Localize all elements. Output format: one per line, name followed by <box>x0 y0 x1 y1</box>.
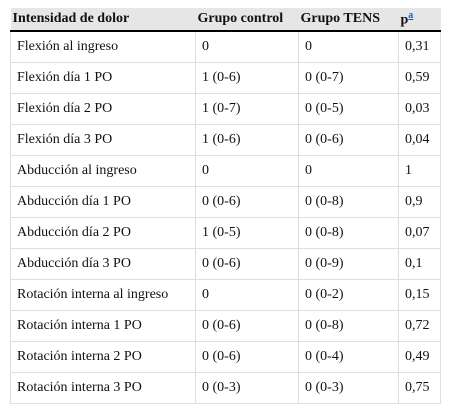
header-cell: pa <box>398 8 441 32</box>
table-row: Rotación interna al ingreso 0 0 (0-2) 0,15 <box>10 279 441 311</box>
table-cell: 0,9 <box>398 186 441 218</box>
table-cell: 0,75 <box>398 372 441 404</box>
table-cell: 0,72 <box>398 310 441 342</box>
table-cell: 0 <box>195 155 299 187</box>
data-table: Intensidad de dolor Grupo control Grupo … <box>10 8 441 404</box>
table-cell: 0 (0-8) <box>298 217 399 249</box>
table-cell: 0,49 <box>398 341 441 373</box>
table-cell: 0 <box>195 30 299 63</box>
table-cell: 0 (0-8) <box>298 310 399 342</box>
table-cell: 0 (0-5) <box>298 93 399 125</box>
row-label: Rotación interna 1 PO <box>10 310 196 342</box>
table-cell: 0 (0-6) <box>195 186 299 218</box>
header-cell: Grupo TENS <box>298 8 399 32</box>
row-label: Abducción día 3 PO <box>10 248 196 280</box>
row-label: Rotación interna 2 PO <box>10 341 196 373</box>
header-cell: Grupo control <box>195 8 299 32</box>
table-cell: 1 <box>398 155 441 187</box>
table-row: Rotación interna 1 PO 0 (0-6) 0 (0-8) 0,72 <box>10 310 441 342</box>
row-label: Flexión día 2 PO <box>10 93 196 125</box>
table-cell: 0,31 <box>398 30 441 63</box>
row-label: Flexión día 1 PO <box>10 62 196 94</box>
table-cell: 0,07 <box>398 217 441 249</box>
row-label: Abducción día 1 PO <box>10 186 196 218</box>
table-row: Flexión día 1 PO 1 (0-6) 0 (0-7) 0,59 <box>10 62 441 94</box>
table-cell: 1 (0-6) <box>195 62 299 94</box>
table-cell: 1 (0-7) <box>195 93 299 125</box>
table-row: Abducción día 2 PO 1 (0-5) 0 (0-8) 0,07 <box>10 217 441 249</box>
table-cell: 0 (0-2) <box>298 279 399 311</box>
table-cell: 0,59 <box>398 62 441 94</box>
table-cell: 0,15 <box>398 279 441 311</box>
table-cell: 0 (0-6) <box>298 124 399 156</box>
table-cell: 0,1 <box>398 248 441 280</box>
table-cell: 1 (0-6) <box>195 124 299 156</box>
table-row: Abducción día 3 PO 0 (0-6) 0 (0-9) 0,1 <box>10 248 441 280</box>
table-head: Intensidad de dolor Grupo control Grupo … <box>10 8 441 32</box>
table-row: Flexión día 3 PO 1 (0-6) 0 (0-6) 0,04 <box>10 124 441 156</box>
table-cell: 1 (0-5) <box>195 217 299 249</box>
table-cell: 0 <box>298 155 399 187</box>
table-cell: 0,04 <box>398 124 441 156</box>
table-cell: 0 (0-9) <box>298 248 399 280</box>
header-text: p <box>400 12 409 28</box>
table-row: Abducción día 1 PO 0 (0-6) 0 (0-8) 0,9 <box>10 186 441 218</box>
table-cell: 0 <box>195 279 299 311</box>
row-label: Rotación interna 3 PO <box>10 372 196 404</box>
table-cell: 0,03 <box>398 93 441 125</box>
table-cell: 0 (0-6) <box>195 310 299 342</box>
table-body: Flexión al ingreso 0 0 0,31 Flexión día 1 PO… <box>10 30 441 404</box>
table-cell: 0 (0-6) <box>195 341 299 373</box>
table-cell: 0 <box>298 30 399 63</box>
row-label: Rotación interna al ingreso <box>10 279 196 311</box>
table-cell: 0 (0-4) <box>298 341 399 373</box>
footnote-link[interactable]: a <box>408 9 414 21</box>
table-row: Flexión al ingreso 0 0 0,31 <box>10 30 441 63</box>
row-label: Abducción al ingreso <box>10 155 196 187</box>
table-row: Rotación interna 3 PO 0 (0-3) 0 (0-3) 0,75 <box>10 372 441 404</box>
table-row: Abducción al ingreso 0 0 1 <box>10 155 441 187</box>
table-cell: 0 (0-7) <box>298 62 399 94</box>
table-cell: 0 (0-3) <box>195 372 299 404</box>
row-label: Flexión día 3 PO <box>10 124 196 156</box>
row-label: Abducción día 2 PO <box>10 217 196 249</box>
table-cell: 0 (0-6) <box>195 248 299 280</box>
header-cell: Intensidad de dolor <box>10 8 196 32</box>
table-row: Rotación interna 2 PO 0 (0-6) 0 (0-4) 0,49 <box>10 341 441 373</box>
table-cell: 0 (0-8) <box>298 186 399 218</box>
row-label: Flexión al ingreso <box>10 30 196 63</box>
table-row: Flexión día 2 PO 1 (0-7) 0 (0-5) 0,03 <box>10 93 441 125</box>
header-row: Intensidad de dolor Grupo control Grupo … <box>10 8 441 32</box>
table-cell: 0 (0-3) <box>298 372 399 404</box>
